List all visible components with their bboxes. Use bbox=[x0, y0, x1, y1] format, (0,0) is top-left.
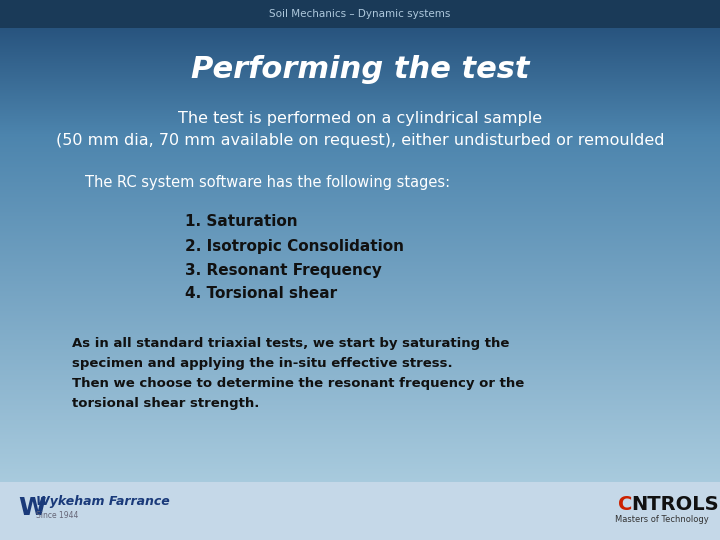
Text: The test is performed on a cylindrical sample: The test is performed on a cylindrical s… bbox=[178, 111, 542, 126]
Text: Masters of Technology: Masters of Technology bbox=[615, 516, 708, 524]
Text: Performing the test: Performing the test bbox=[191, 56, 529, 84]
Text: 4. Torsional shear: 4. Torsional shear bbox=[185, 287, 337, 301]
Text: 2. Isotropic Consolidation: 2. Isotropic Consolidation bbox=[185, 239, 404, 253]
Text: 1. Saturation: 1. Saturation bbox=[185, 214, 297, 230]
Text: As in all standard triaxial tests, we start by saturating the: As in all standard triaxial tests, we st… bbox=[72, 338, 509, 350]
Bar bbox=[0, 482, 720, 540]
Text: W: W bbox=[18, 496, 45, 520]
Text: torsional shear strength.: torsional shear strength. bbox=[72, 397, 259, 410]
Text: The RC system software has the following stages:: The RC system software has the following… bbox=[85, 174, 450, 190]
Text: Wykeham Farrance: Wykeham Farrance bbox=[36, 496, 170, 509]
Text: (50 mm dia, 70 mm available on request), either undisturbed or remoulded: (50 mm dia, 70 mm available on request),… bbox=[55, 132, 665, 147]
Text: C: C bbox=[618, 495, 632, 514]
Text: specimen and applying the in-situ effective stress.: specimen and applying the in-situ effect… bbox=[72, 357, 453, 370]
Text: 3. Resonant Frequency: 3. Resonant Frequency bbox=[185, 262, 382, 278]
Text: Soil Mechanics – Dynamic systems: Soil Mechanics – Dynamic systems bbox=[269, 9, 451, 19]
Text: Then we choose to determine the resonant frequency or the: Then we choose to determine the resonant… bbox=[72, 377, 524, 390]
Text: Since 1944: Since 1944 bbox=[36, 511, 78, 521]
Bar bbox=[0, 0, 720, 28]
Text: NTROLS: NTROLS bbox=[631, 495, 719, 514]
